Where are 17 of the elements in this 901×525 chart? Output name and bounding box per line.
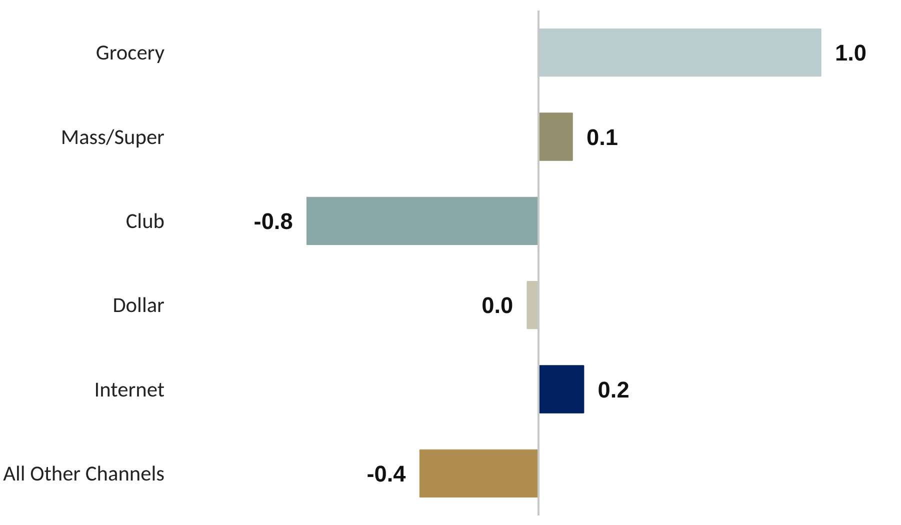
bar [306, 196, 539, 245]
data-label: 1.0 [835, 40, 867, 66]
bar [538, 112, 573, 161]
y-tick-label: Internet [94, 376, 165, 402]
data-label: -0.8 [254, 208, 293, 234]
y-tick-label: Mass/Super [60, 124, 166, 150]
bar [538, 365, 584, 414]
data-label: 0.0 [482, 292, 514, 318]
data-label: 0.2 [598, 376, 630, 402]
y-tick-label: Dollar [112, 292, 166, 318]
data-label: 0.1 [586, 124, 618, 150]
bar [538, 28, 822, 77]
y-tick-label: Club [126, 208, 165, 234]
y-tick-label: All Other Channels [3, 460, 165, 486]
bar [419, 449, 539, 498]
y-tick-label: Grocery [96, 40, 165, 66]
data-label: -0.4 [366, 460, 406, 486]
